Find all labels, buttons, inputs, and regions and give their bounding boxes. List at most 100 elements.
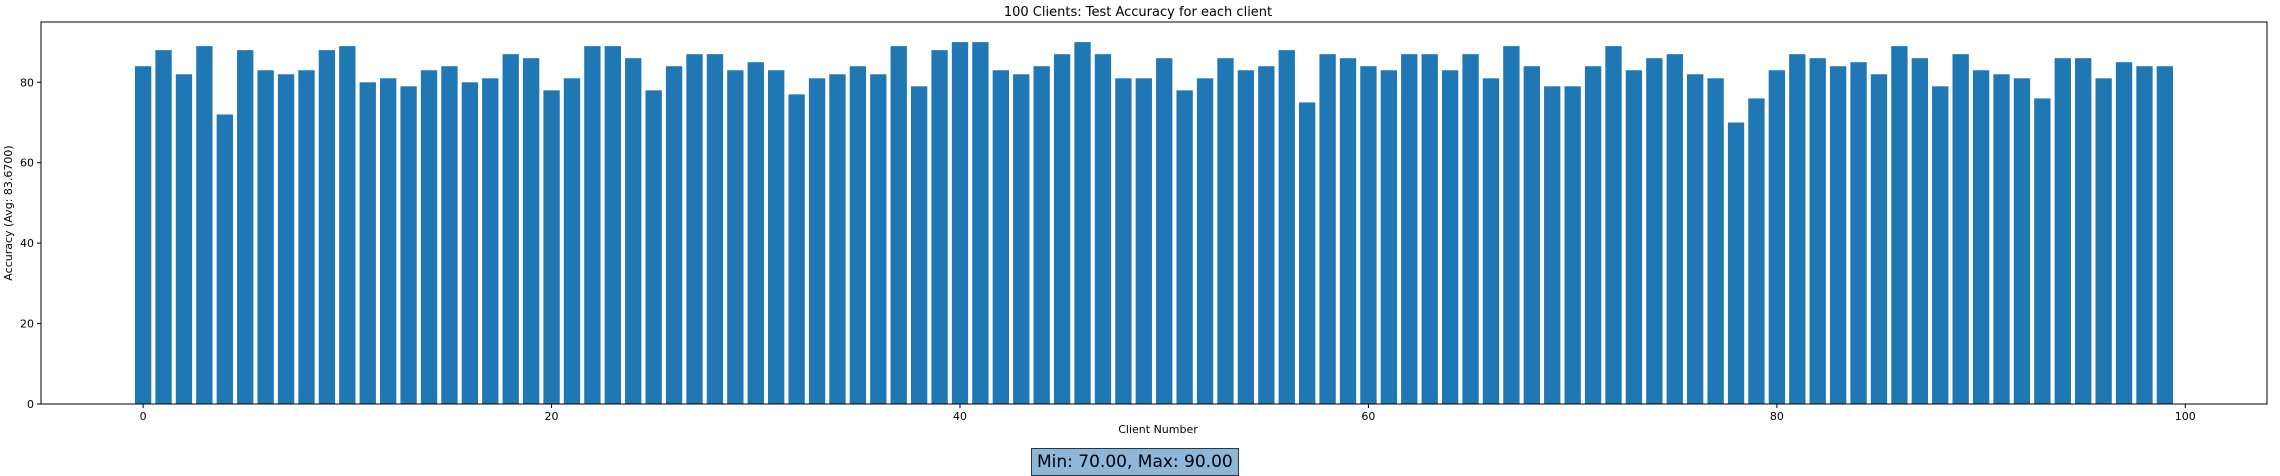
bar-client-88 — [1932, 86, 1949, 404]
bar-client-29 — [727, 70, 744, 405]
bar-client-8 — [298, 70, 315, 405]
bar-client-30 — [747, 62, 764, 405]
bar-client-12 — [380, 78, 397, 404]
bar-client-67 — [1503, 46, 1520, 405]
bar-client-15 — [441, 66, 458, 405]
y-tick-label: 40 — [20, 237, 34, 250]
bar-client-84 — [1850, 62, 1867, 405]
bar-client-53 — [1217, 58, 1234, 404]
bar-client-4 — [216, 114, 233, 405]
bar-client-37 — [890, 46, 907, 405]
bar-client-80 — [1768, 70, 1786, 405]
bars-layer — [134, 42, 2174, 405]
y-tick-label: 60 — [20, 157, 34, 170]
min-max-summary-box: Min: 70.00, Max: 90.00 — [1031, 448, 1239, 476]
bar-client-68 — [1523, 66, 1540, 405]
bar-client-73 — [1625, 70, 1643, 405]
bar-client-38 — [910, 86, 928, 404]
bar-client-55 — [1258, 66, 1275, 405]
bar-client-19 — [522, 58, 540, 404]
bar-client-82 — [1809, 58, 1826, 404]
bar-client-34 — [829, 74, 846, 404]
bar-client-5 — [237, 50, 254, 404]
bar-client-62 — [1401, 54, 1418, 404]
bar-client-42 — [992, 70, 1010, 405]
bar-client-76 — [1687, 74, 1704, 404]
x-tick-label: 100 — [2175, 410, 2196, 423]
bar-client-17 — [482, 78, 499, 404]
x-tick-label: 40 — [953, 410, 967, 423]
bar-client-32 — [788, 94, 805, 405]
x-tick-label: 20 — [545, 410, 559, 423]
y-axis-label: Accuracy (Avg: 83.6700) — [2, 145, 15, 280]
bar-client-23 — [604, 46, 621, 405]
bar-client-59 — [1339, 58, 1357, 404]
bar-client-95 — [2075, 58, 2092, 404]
bar-client-50 — [1156, 58, 1173, 404]
bar-client-72 — [1605, 46, 1622, 405]
bar-client-2 — [175, 74, 193, 404]
bar-client-47 — [1094, 54, 1112, 404]
bar-client-16 — [461, 82, 479, 404]
bar-client-81 — [1789, 54, 1806, 404]
bar-client-98 — [2136, 66, 2153, 405]
bar-client-63 — [1421, 54, 1438, 404]
bar-client-25 — [645, 90, 662, 404]
bar-client-21 — [563, 78, 581, 404]
bar-client-11 — [359, 82, 376, 404]
bar-client-6 — [257, 70, 274, 405]
bar-client-94 — [2054, 58, 2071, 404]
bar-client-41 — [972, 42, 989, 405]
bar-client-99 — [2156, 66, 2174, 405]
bar-client-56 — [1278, 50, 1295, 404]
bar-client-65 — [1462, 54, 1479, 404]
bar-client-79 — [1748, 98, 1765, 405]
bar-client-45 — [1053, 54, 1071, 404]
bar-client-85 — [1870, 74, 1888, 404]
bar-client-86 — [1891, 46, 1908, 405]
bar-client-27 — [686, 54, 703, 404]
bar-client-60 — [1360, 66, 1377, 405]
bar-client-87 — [1911, 58, 1928, 404]
bar-client-7 — [277, 74, 295, 404]
bar-client-18 — [502, 54, 519, 404]
bar-client-10 — [339, 46, 356, 405]
bar-client-77 — [1707, 78, 1724, 404]
bar-client-64 — [1441, 70, 1459, 405]
x-tick-label: 60 — [1361, 410, 1375, 423]
bar-client-74 — [1646, 58, 1663, 404]
bar-client-31 — [768, 70, 785, 405]
bar-client-0 — [134, 66, 152, 405]
bar-client-66 — [1482, 78, 1500, 404]
ticks-layer: 0 20 40 60 80 100 0 20 40 60 80 — [20, 76, 2196, 423]
y-tick-label: 0 — [27, 398, 34, 411]
bar-client-3 — [196, 46, 213, 405]
bar-client-28 — [706, 54, 724, 404]
bar-client-92 — [2013, 78, 2031, 404]
y-tick-label: 20 — [20, 318, 34, 331]
bar-client-22 — [584, 46, 601, 405]
bar-client-20 — [543, 90, 560, 404]
bar-client-14 — [420, 70, 438, 405]
bar-client-43 — [1013, 74, 1030, 404]
bar-client-89 — [1952, 54, 1969, 404]
bar-client-36 — [870, 74, 887, 404]
bar-client-44 — [1033, 66, 1050, 405]
bar-client-24 — [625, 58, 642, 404]
bar-client-39 — [931, 50, 948, 404]
bar-client-9 — [318, 50, 336, 404]
bar-client-83 — [1829, 66, 1847, 405]
bar-client-71 — [1584, 66, 1602, 405]
bar-client-57 — [1298, 102, 1316, 404]
plot-frame — [40, 21, 2268, 405]
bar-client-54 — [1237, 70, 1255, 405]
bar-client-97 — [2115, 62, 2133, 405]
bar-client-52 — [1196, 78, 1214, 404]
bar-client-70 — [1564, 86, 1581, 404]
bar-client-90 — [1972, 70, 1990, 405]
x-tick-label: 80 — [1770, 410, 1784, 423]
bar-client-78 — [1727, 122, 1745, 405]
bar-client-58 — [1319, 54, 1336, 404]
bar-client-33 — [808, 78, 826, 404]
